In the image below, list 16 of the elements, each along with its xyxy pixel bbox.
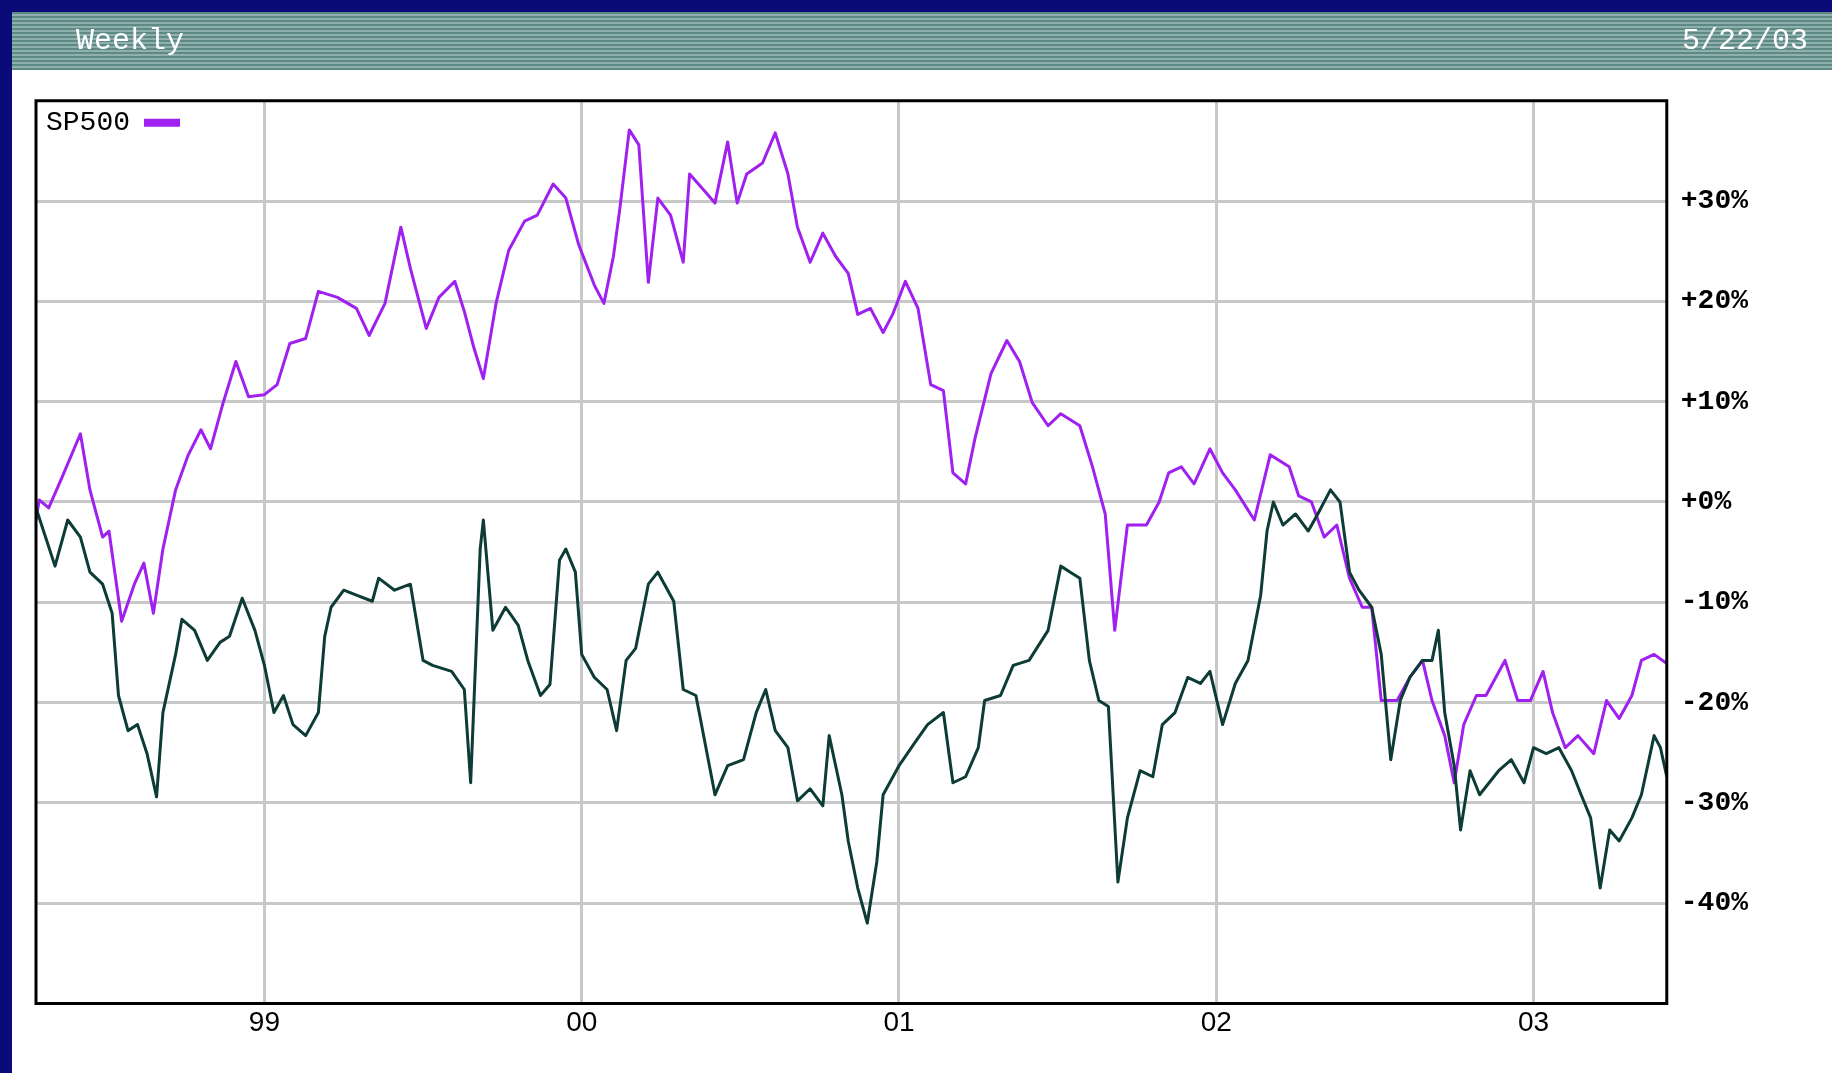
x-tick-label: 00 <box>566 1005 598 1037</box>
y-tick-label: +0% <box>1680 486 1732 517</box>
y-tick-label: -30% <box>1680 786 1749 818</box>
y-tick-label: +30% <box>1680 185 1749 217</box>
x-tick-label: 03 <box>1517 1005 1550 1037</box>
legend-label: SP500 <box>46 107 131 139</box>
x-tick-label: 99 <box>248 1005 281 1037</box>
y-tick-label: -40% <box>1680 887 1749 919</box>
y-tick-label: -20% <box>1680 686 1749 718</box>
y-tick-label: +10% <box>1680 385 1749 417</box>
x-tick-label: 02 <box>1200 1005 1232 1037</box>
text: 5/22/03 <box>1681 24 1808 58</box>
y-tick-label: +20% <box>1680 285 1749 317</box>
chart-title: Weekly <box>76 24 185 58</box>
y-tick-label: -10% <box>1680 586 1749 618</box>
x-tick-label: 01 <box>883 1005 915 1037</box>
